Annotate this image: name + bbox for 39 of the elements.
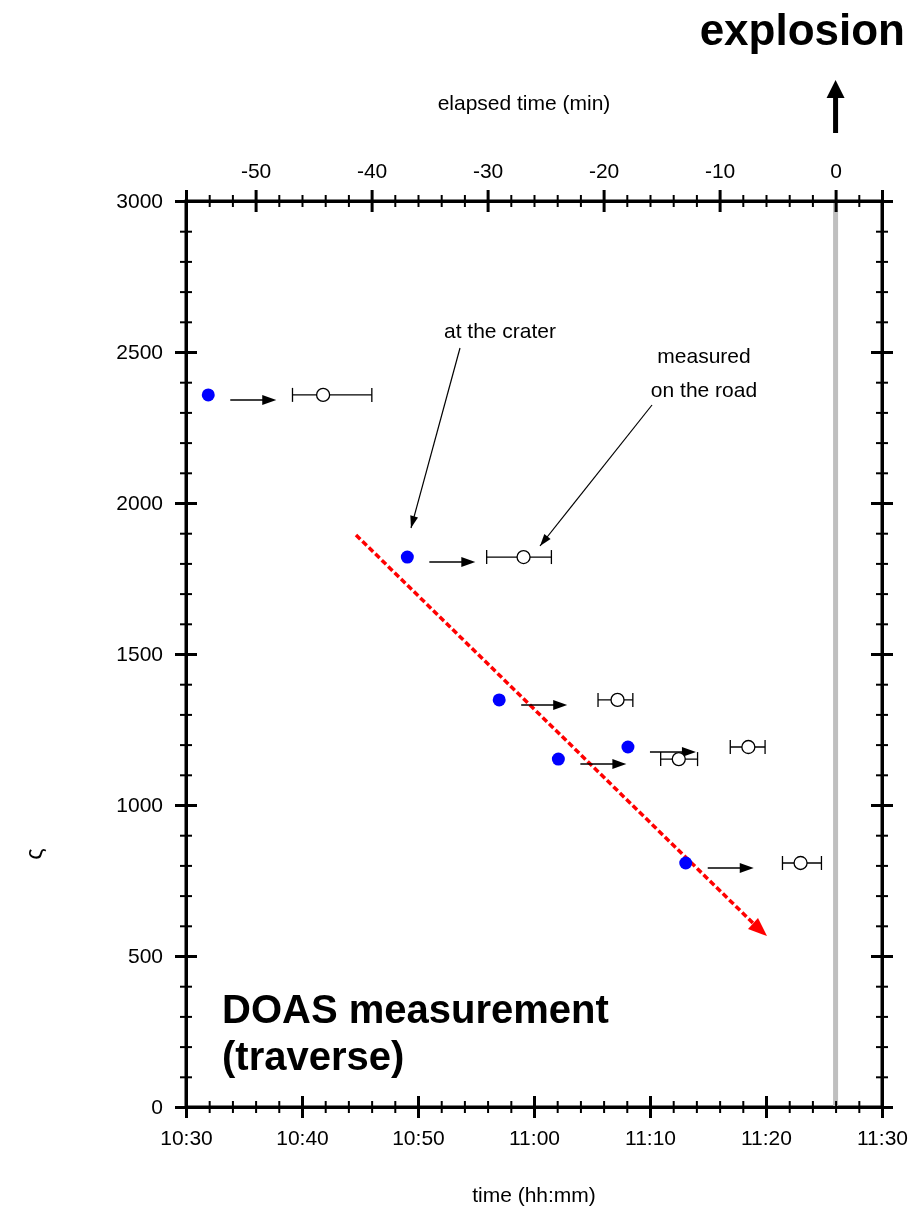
x-tick-label: 11:20 (740, 1125, 792, 1149)
point (671, 751, 686, 767)
x-axis-title: time (hh:mm) (472, 1183, 596, 1206)
y-tick-label: 1000 (116, 793, 163, 817)
point (551, 752, 565, 766)
y-tick-label: 500 (127, 944, 163, 968)
x2-axis-title: elapsed time (min) (437, 91, 611, 114)
y-tick-label: 0 (151, 1095, 163, 1119)
x2-tick-label: -40 (356, 159, 388, 182)
point (492, 693, 506, 707)
x2-tick-label: -50 (240, 159, 272, 182)
x2-tick-label: -30 (472, 159, 504, 182)
point (201, 388, 215, 402)
annotation: at the crater (443, 319, 557, 342)
y-tick-label: 2000 (116, 491, 163, 515)
text: explosion (699, 5, 905, 54)
x2-tick-label: -10 (704, 159, 736, 182)
point (400, 550, 414, 564)
point (679, 856, 693, 870)
point (741, 739, 756, 755)
x-tick-label: 11:10 (625, 1125, 677, 1149)
annotation: measured on the road (650, 344, 758, 401)
point (621, 740, 635, 754)
x2-tick-label: 0 (830, 159, 842, 182)
y-axis-title: ς (20, 848, 47, 860)
point (793, 855, 808, 871)
y-tick-label: 1500 (116, 642, 163, 666)
x-tick-label: 10:40 (276, 1125, 329, 1149)
point (315, 387, 331, 403)
x-tick-label: 11:00 (509, 1125, 560, 1149)
annotation: DOAS measurement (traverse) (222, 987, 609, 1078)
y-tick-label: 3000 (116, 189, 163, 213)
x2-tick-label: -20 (588, 159, 620, 182)
x-tick-label: 10:50 (392, 1125, 445, 1149)
y-tick-label: 2500 (116, 340, 163, 364)
x-tick-label: 10:30 (160, 1125, 213, 1149)
x-tick-label: 11:30 (857, 1125, 908, 1149)
point (610, 692, 625, 708)
point (516, 549, 531, 565)
